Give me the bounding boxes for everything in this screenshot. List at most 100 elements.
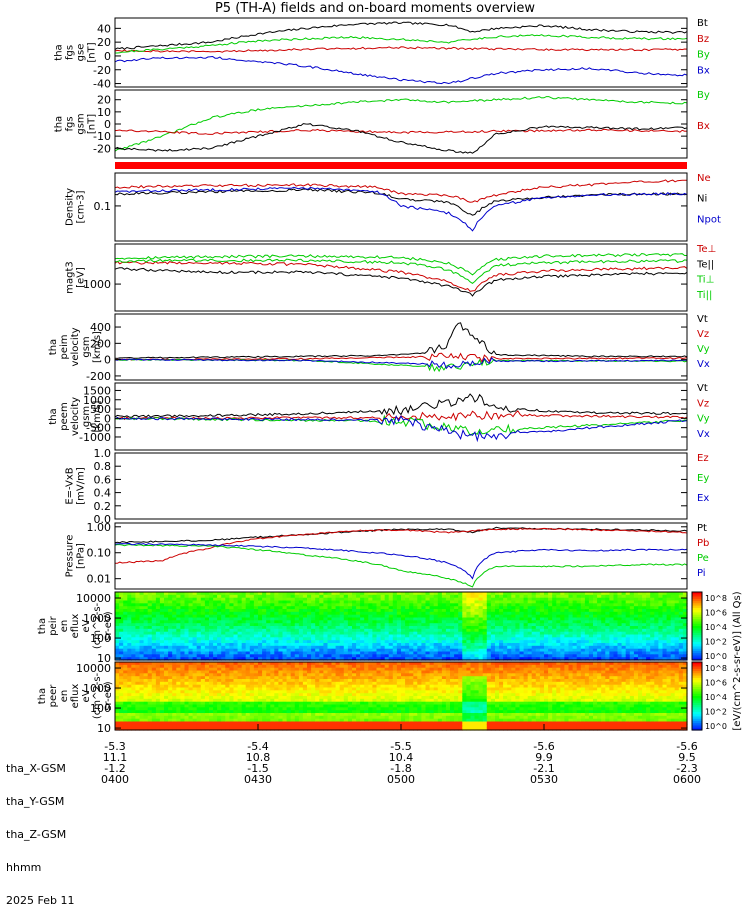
spectro-cell [274, 690, 279, 693]
spectro-cell [254, 646, 259, 649]
spectro-cell [405, 620, 410, 623]
spectro-cell [168, 603, 173, 606]
spectro-cell [221, 724, 226, 727]
spectro-cell [450, 595, 455, 598]
spectro-cell [250, 595, 255, 598]
spectro-cell [446, 637, 451, 640]
spectro-cell [262, 673, 267, 676]
spectro-cell [385, 637, 390, 640]
spectro-cell [634, 595, 639, 598]
spectro-cell [193, 699, 198, 702]
spectro-cell [172, 629, 177, 632]
spectro-cell [172, 637, 177, 640]
spectro-cell [258, 620, 263, 623]
colorbar-tick-label: 10^6 [705, 609, 727, 618]
spectro-cell [462, 654, 467, 657]
spectro-cell [299, 654, 304, 657]
spectro-cell [311, 724, 316, 727]
spectro-cell [303, 699, 308, 702]
spectro-cell [172, 699, 177, 702]
spectro-cell [148, 716, 153, 719]
spectro-cell [131, 620, 136, 623]
spectro-cell [605, 637, 610, 640]
spectro-cell [323, 629, 328, 632]
spectro-cell [658, 637, 663, 640]
spectro-cell [193, 646, 198, 649]
spectro-cell [131, 682, 136, 685]
spectro-cell [475, 595, 480, 598]
spectro-cell [148, 665, 153, 668]
spectro-cell [274, 665, 279, 668]
spectro-cell [152, 654, 157, 657]
y-axis-label: tha [48, 408, 59, 424]
spectro-cell [458, 654, 463, 657]
spectro-cell [654, 603, 659, 606]
spectro-cell [475, 620, 480, 623]
y-tick-label: 10 [97, 106, 111, 119]
spectro-cell [164, 637, 169, 640]
series-pt-line [115, 527, 687, 542]
spectro-cell [266, 603, 271, 606]
spectro-cell [213, 620, 218, 623]
spectro-cell [528, 603, 533, 606]
spectro-cell [221, 654, 226, 657]
spectro-cell [332, 612, 337, 615]
y-axis-label: [cm-3] [76, 190, 87, 223]
spectro-cell [638, 612, 643, 615]
spectro-cell [246, 673, 251, 676]
spectro-cell [544, 637, 549, 640]
spectro-cell [287, 699, 292, 702]
spectro-cell [532, 595, 537, 598]
legend-pi: Pi [697, 568, 706, 579]
spectro-cell [601, 603, 606, 606]
spectro-cell [593, 646, 598, 649]
spectro-cell [307, 682, 312, 685]
spectro-cell [442, 612, 447, 615]
spectro-cell [242, 699, 247, 702]
spectro-cell [426, 646, 431, 649]
spectro-cell [209, 620, 214, 623]
spectro-cell [295, 665, 300, 668]
spectro-cell [254, 673, 259, 676]
spectro-cell [270, 682, 275, 685]
y-axis-label: gsm [76, 113, 87, 134]
y-axis-label: tha [48, 339, 59, 355]
spectro-cell [115, 646, 120, 649]
spectro-cell [238, 682, 243, 685]
spectro-cell [507, 637, 512, 640]
spectro-cell [185, 707, 190, 710]
spectro-cell [348, 612, 353, 615]
spectro-cell [250, 612, 255, 615]
spectro-cell [352, 637, 357, 640]
spectro-cell [585, 620, 590, 623]
spectro-cell [201, 629, 206, 632]
legend-vz: Vz [697, 398, 709, 409]
spectro-cell [246, 637, 251, 640]
spectro-cell [303, 603, 308, 606]
spectro-cell [589, 603, 594, 606]
spectro-cell [164, 629, 169, 632]
spectro-cell [156, 673, 161, 676]
spectro-cell [270, 665, 275, 668]
y-axis-label: velocity [70, 327, 81, 366]
spectro-cell [266, 595, 271, 598]
spectro-cell [254, 629, 259, 632]
spectro-cell [242, 665, 247, 668]
spectro-cell [323, 707, 328, 710]
spectro-cell [377, 595, 382, 598]
spectro-cell [295, 707, 300, 710]
spectro-cell [189, 620, 194, 623]
spectro-cell [254, 595, 259, 598]
spectro-cell [654, 629, 659, 632]
spectro-cell [544, 620, 549, 623]
spectro-cell [213, 595, 218, 598]
spectro-cell [364, 612, 369, 615]
spectro-cell [217, 690, 222, 693]
spectro-cell [274, 629, 279, 632]
spectro-cell [250, 620, 255, 623]
spectro-cell [348, 690, 353, 693]
spectro-cell [307, 603, 312, 606]
spectro-cell [397, 654, 402, 657]
spectro-cell [205, 690, 210, 693]
